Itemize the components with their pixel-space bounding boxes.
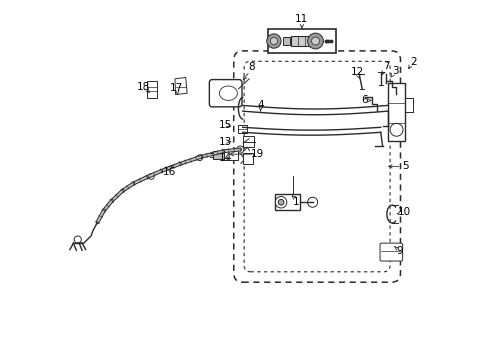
- Bar: [147, 81, 157, 98]
- Circle shape: [278, 199, 284, 205]
- Bar: [274, 194, 300, 211]
- FancyBboxPatch shape: [379, 243, 402, 261]
- Text: 19: 19: [250, 149, 263, 159]
- Bar: [387, 83, 405, 140]
- Text: 7: 7: [383, 61, 389, 71]
- Circle shape: [307, 33, 323, 49]
- Text: 11: 11: [295, 14, 308, 24]
- Text: 4: 4: [257, 100, 264, 110]
- Text: 6: 6: [360, 95, 367, 105]
- Bar: [267, 30, 335, 53]
- Text: 1: 1: [293, 197, 299, 207]
- Text: 17: 17: [169, 83, 183, 93]
- Text: 18: 18: [137, 82, 150, 92]
- Bar: [242, 153, 253, 163]
- Circle shape: [270, 37, 277, 45]
- Circle shape: [307, 197, 317, 207]
- Text: 15: 15: [219, 121, 232, 130]
- Bar: [224, 150, 238, 160]
- Circle shape: [311, 37, 319, 45]
- Circle shape: [236, 146, 244, 153]
- Text: 9: 9: [395, 246, 402, 256]
- Circle shape: [275, 197, 286, 208]
- Text: 2: 2: [409, 57, 416, 67]
- Circle shape: [74, 236, 81, 243]
- Polygon shape: [175, 77, 187, 95]
- Text: 10: 10: [397, 207, 410, 217]
- Circle shape: [266, 34, 281, 48]
- Text: 8: 8: [248, 62, 254, 72]
- FancyBboxPatch shape: [209, 80, 242, 107]
- Bar: [242, 136, 254, 147]
- Circle shape: [148, 174, 154, 179]
- Text: 3: 3: [392, 66, 398, 76]
- Circle shape: [389, 123, 402, 136]
- Bar: [213, 150, 224, 159]
- Circle shape: [196, 155, 202, 161]
- Text: 5: 5: [401, 161, 407, 171]
- Text: 16: 16: [162, 167, 176, 177]
- Text: 13: 13: [219, 137, 232, 147]
- Bar: [282, 37, 290, 45]
- Text: 14: 14: [219, 153, 232, 163]
- Bar: [238, 126, 247, 134]
- Text: 12: 12: [350, 67, 364, 77]
- Bar: [290, 36, 310, 46]
